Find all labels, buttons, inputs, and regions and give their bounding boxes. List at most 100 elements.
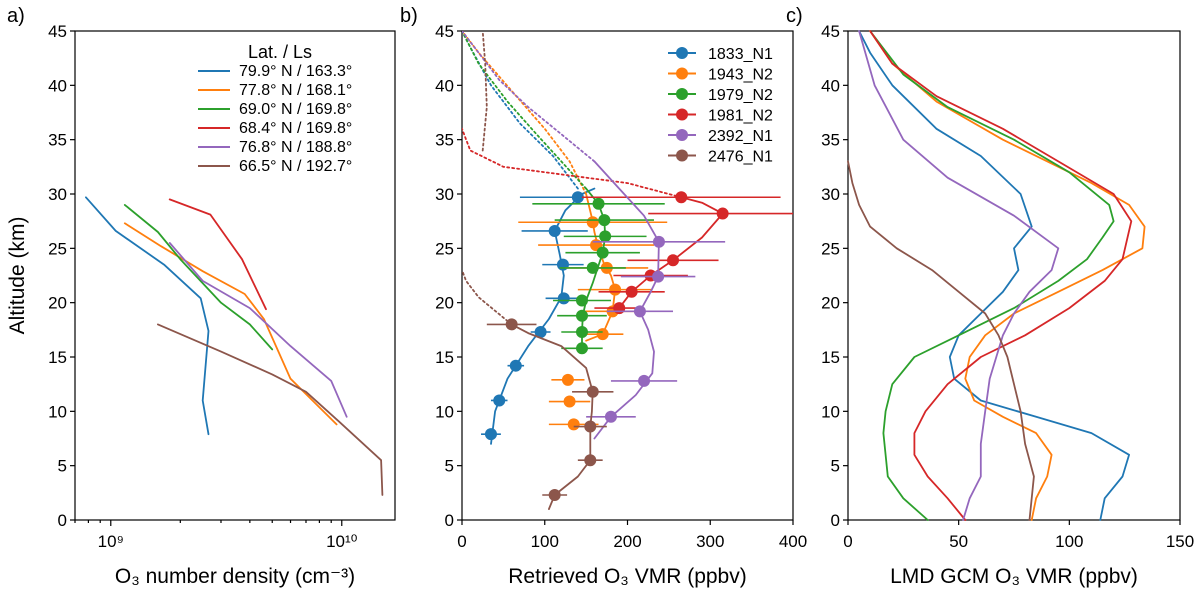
y-tick-label: 10 <box>48 402 67 421</box>
panel-b: 0 5 10 15 20 25 30 35 40 45 0 100 200 300 400 Retrieved… <box>400 5 807 588</box>
legend-marker <box>676 149 688 162</box>
series-line <box>168 241 348 418</box>
data-point <box>575 342 588 355</box>
y-tick-label: 40 <box>821 76 840 95</box>
x-tick-label: 50 <box>949 532 968 551</box>
data-point <box>586 261 599 274</box>
data-point <box>505 318 518 331</box>
legend-b: 1833_N1 1943_N2 1979_N2 1981_N2 2392_N1 2476_… <box>668 46 773 166</box>
data-point <box>484 428 497 441</box>
data-point <box>675 191 688 204</box>
y-tick-label: 45 <box>821 22 840 41</box>
y-tick-label: 25 <box>821 239 840 258</box>
panel-a: 0 5 10 15 20 25 30 35 40 45 10⁹ 10¹⁰ O₃ number densi… <box>6 5 396 588</box>
legend-entry: 77.8° N / 168.1° <box>239 82 352 99</box>
retrieval-profile-line <box>490 187 596 445</box>
y-tick-label: 0 <box>58 511 67 530</box>
plot-frame <box>847 30 1181 521</box>
data-point <box>557 292 570 305</box>
legend-entry: 1943_N2 <box>708 67 773 84</box>
data-point <box>586 385 599 398</box>
y-tick-label: 15 <box>435 348 454 367</box>
panel-label: a) <box>7 5 25 27</box>
data-point <box>667 254 680 267</box>
data-point <box>599 230 612 243</box>
x-tick-label: 0 <box>457 532 466 551</box>
data-point <box>575 294 588 307</box>
y-tick-label: 20 <box>48 294 67 313</box>
data-point <box>716 207 729 220</box>
x-axis-label: LMD GCM O₃ VMR (ppbv) <box>890 565 1138 588</box>
data-point <box>584 454 597 467</box>
a-priori-dotted-line <box>462 127 683 199</box>
x-axis-label: O₃ number density (cm⁻³) <box>115 565 355 588</box>
y-tick-label: 0 <box>831 511 840 530</box>
data-point <box>548 224 561 237</box>
data-point <box>586 216 599 229</box>
data-point <box>613 302 626 315</box>
plot-frame <box>74 30 396 521</box>
data-point <box>563 395 576 408</box>
x-tick-label: 400 <box>779 532 807 551</box>
legend-marker <box>676 88 688 100</box>
data-point <box>584 420 597 433</box>
y-tick-label: 0 <box>445 511 454 530</box>
x-tick-label: 150 <box>1166 532 1194 551</box>
data-point <box>598 214 611 227</box>
data-point <box>625 285 638 298</box>
legend-entry: 68.4° N / 169.8° <box>239 120 352 137</box>
data-point <box>596 328 609 341</box>
data-point <box>567 418 580 431</box>
legend-entry: 2476_N1 <box>708 149 773 166</box>
data-point <box>571 191 584 204</box>
y-tick-label: 15 <box>821 348 840 367</box>
data-point <box>509 359 522 372</box>
series-line <box>123 203 274 351</box>
y-tick-label: 25 <box>48 239 67 258</box>
y-tick-label: 30 <box>435 185 454 204</box>
data-point <box>534 326 547 339</box>
legend-entry: 1981_N2 <box>708 108 773 125</box>
x-tick-label: 0 <box>843 532 852 551</box>
legend-entry: 1833_N1 <box>708 46 773 63</box>
data-point <box>561 373 574 386</box>
a-priori-dotted-line <box>462 269 513 326</box>
x-axis-label: Retrieved O₃ VMR (ppbv) <box>508 565 746 588</box>
legend-entry: 76.8° N / 188.8° <box>239 139 352 156</box>
data-point <box>556 258 569 271</box>
legend-marker <box>676 129 688 141</box>
y-tick-label: 5 <box>831 457 840 476</box>
a-priori-dotted-line <box>481 31 488 152</box>
legend-entry: 1979_N2 <box>708 87 773 104</box>
panel-label: b) <box>400 5 418 27</box>
data-point <box>493 394 506 407</box>
legend-entry: 79.9° N / 163.3° <box>239 63 352 80</box>
data-point <box>609 283 622 296</box>
x-tick-label: 300 <box>696 532 724 551</box>
series-line <box>869 30 1115 521</box>
series-line <box>168 198 267 311</box>
panel-label: c) <box>786 5 803 27</box>
legend-entry: 66.5° N / 192.7° <box>239 158 352 175</box>
plot-area <box>462 31 793 511</box>
y-tick-label: 35 <box>48 131 67 150</box>
y-tick-label: 25 <box>435 239 454 258</box>
a-priori-dotted-line <box>462 31 587 195</box>
series-line <box>85 196 210 436</box>
retrieval-profile-line <box>510 323 594 511</box>
legend-marker <box>676 67 688 80</box>
series-line <box>847 160 1035 521</box>
y-tick-label: 40 <box>435 76 454 95</box>
y-tick-label: 5 <box>445 457 454 476</box>
series-line <box>858 30 1060 521</box>
x-tick-label: 100 <box>531 532 559 551</box>
data-point <box>633 305 646 318</box>
data-point <box>592 197 605 210</box>
y-tick-label: 45 <box>48 22 67 41</box>
legend-title: Lat. / Ls <box>248 42 312 62</box>
data-point <box>596 246 609 259</box>
x-tick-label: 100 <box>1055 532 1083 551</box>
series-line <box>858 30 1130 521</box>
